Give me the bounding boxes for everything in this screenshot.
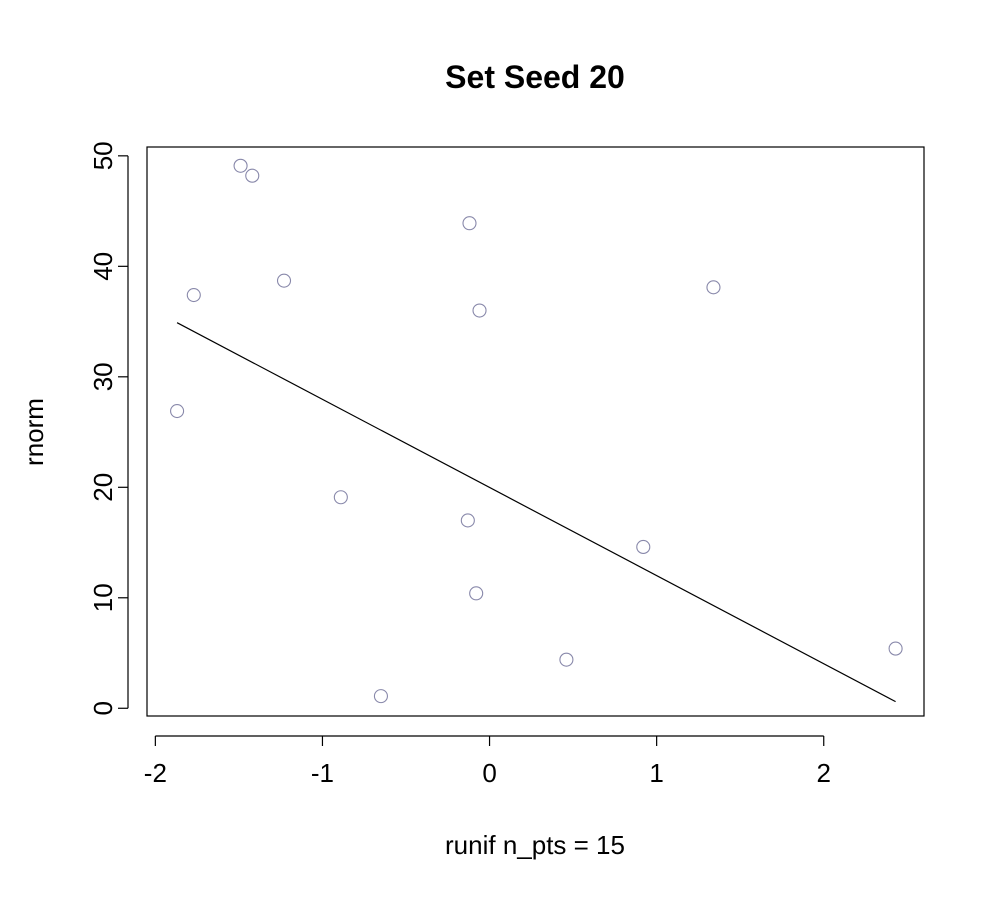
data-point	[462, 216, 477, 231]
y-tick-label: 0	[88, 701, 118, 715]
y-tick-label: 10	[88, 583, 118, 612]
data-points-layer	[170, 158, 903, 704]
data-point	[333, 490, 348, 505]
x-tick-label: 1	[649, 758, 663, 788]
y-tick-label: 30	[88, 362, 118, 391]
data-point	[276, 273, 292, 288]
data-point	[706, 280, 721, 295]
regression-line	[176, 322, 896, 703]
data-point	[170, 404, 185, 419]
plot-area-border	[146, 146, 925, 717]
x-tick-label: 2	[817, 758, 831, 788]
y-tick-label: 40	[88, 252, 118, 281]
data-point	[460, 513, 475, 528]
x-axis: -2 -1 0 1 2	[144, 735, 831, 788]
y-axis-label: rnorm	[19, 398, 49, 466]
data-point	[245, 168, 260, 183]
x-tick-label: 0	[482, 758, 496, 788]
y-axis: 0 10 20 30 40 50	[88, 141, 129, 716]
data-point	[559, 652, 574, 667]
x-tick-label: -1	[311, 758, 334, 788]
x-tick-label: -2	[144, 758, 167, 788]
y-tick-label: 50	[88, 141, 118, 170]
data-point	[373, 689, 388, 704]
data-point	[636, 539, 651, 555]
chart-title: Set Seed 20	[445, 59, 625, 95]
data-point	[233, 158, 248, 173]
y-tick-label: 20	[88, 473, 118, 502]
data-point	[888, 641, 903, 656]
x-axis-label: runif n_pts = 15	[445, 830, 625, 860]
data-point	[186, 288, 201, 303]
data-point	[472, 303, 487, 318]
regression-line-layer	[176, 322, 896, 703]
data-point	[469, 586, 484, 601]
